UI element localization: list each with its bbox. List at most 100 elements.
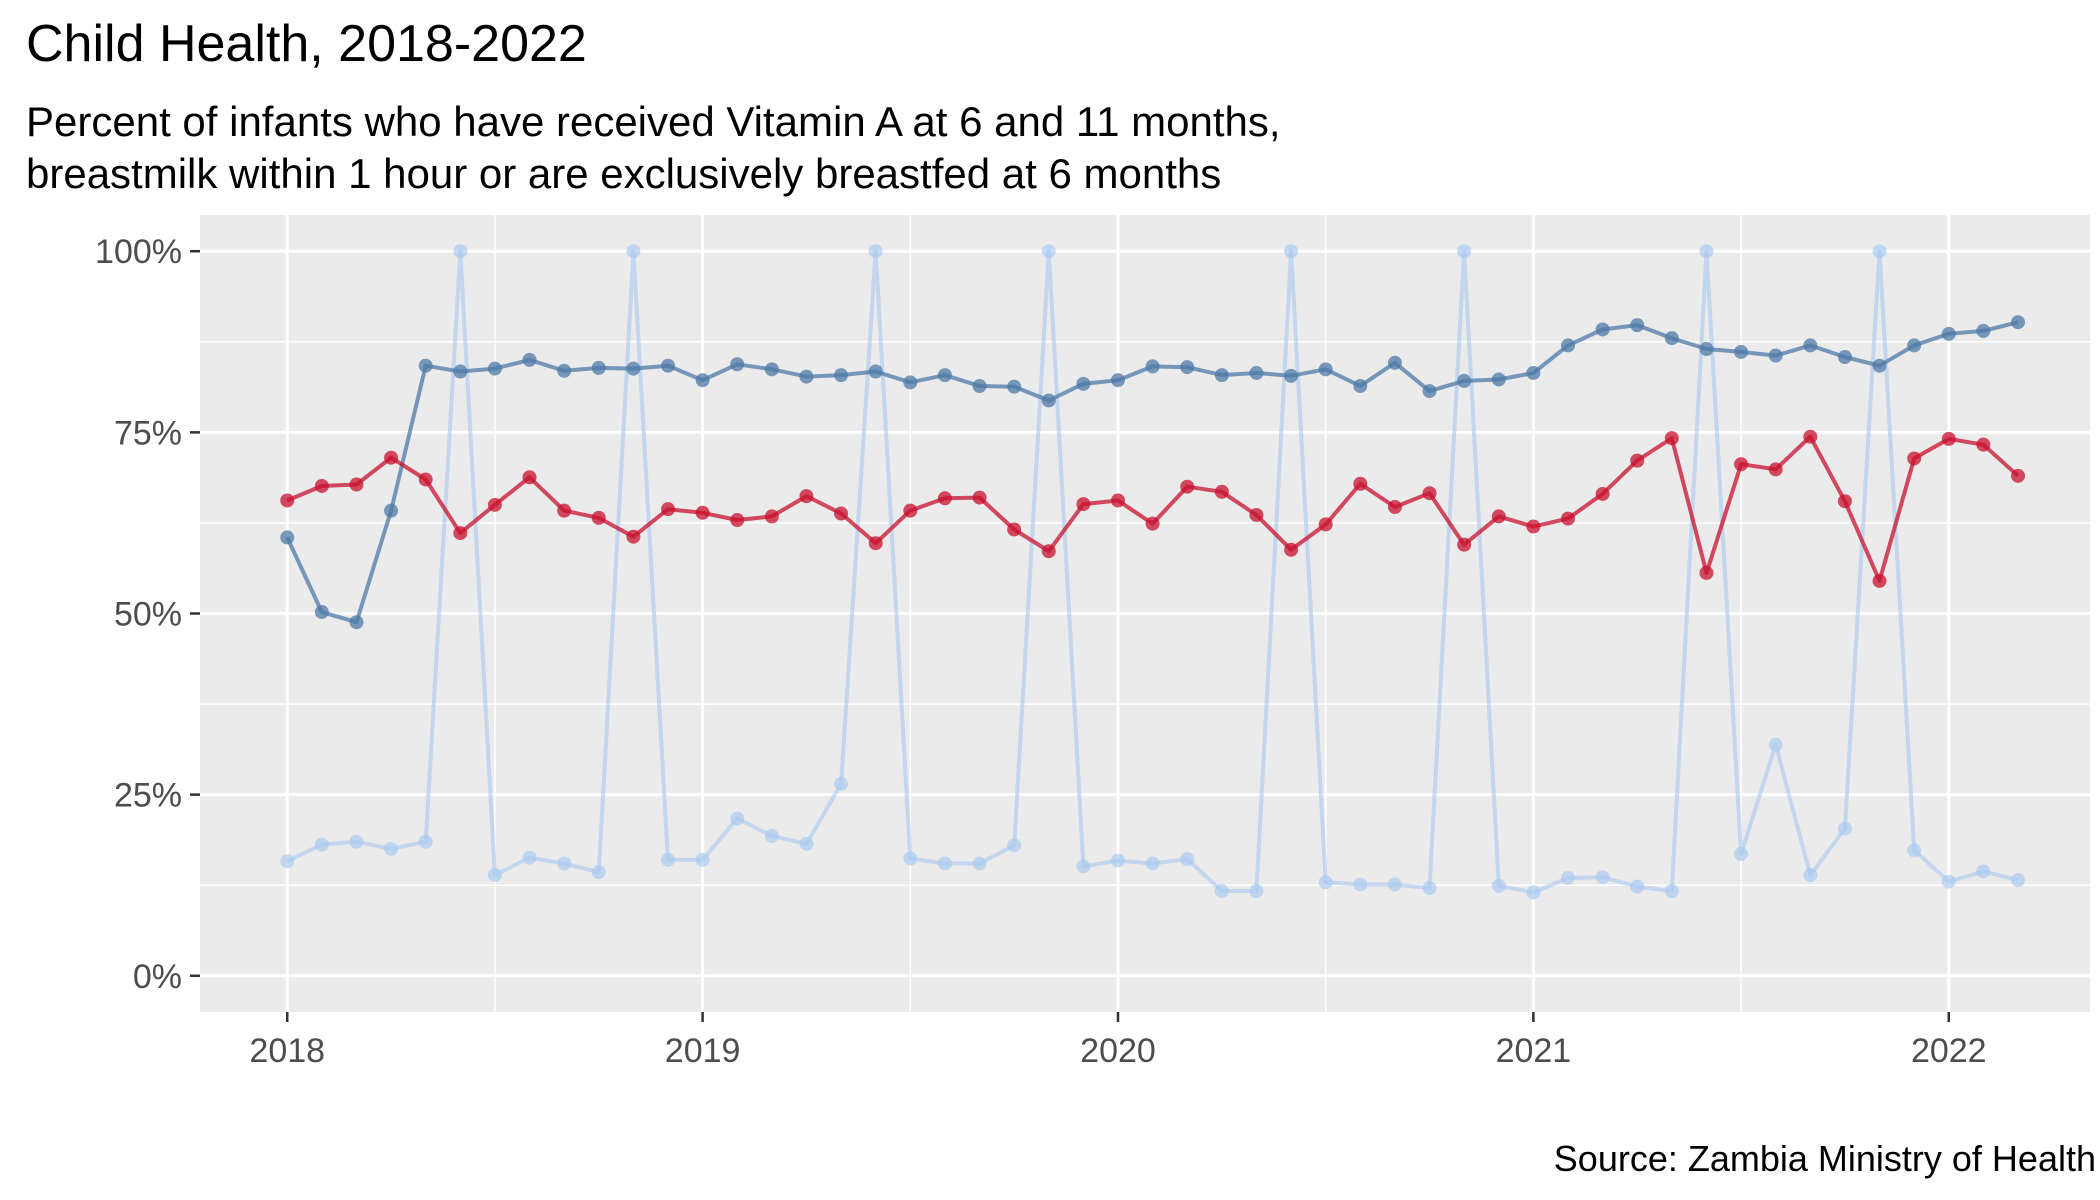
series-2-point xyxy=(1214,484,1229,499)
series-3-point xyxy=(661,852,676,867)
source-caption: Source: Zambia Ministry of Health xyxy=(1553,1138,2096,1179)
series-1-point xyxy=(1595,322,1610,337)
series-2-point xyxy=(1180,479,1195,494)
x-tick-label: 2020 xyxy=(1080,1032,1156,1070)
series-2-point xyxy=(695,505,710,520)
series-1-point xyxy=(522,352,537,367)
series-3-point xyxy=(522,850,537,865)
series-1-point xyxy=(280,530,295,545)
x-tick-label: 2022 xyxy=(1911,1032,1987,1070)
series-2-point xyxy=(1318,517,1333,532)
series-1-point xyxy=(661,358,676,373)
series-3-point xyxy=(1872,244,1887,259)
series-1-point xyxy=(453,364,468,379)
axis-ticks xyxy=(190,249,1951,1022)
series-3-point xyxy=(1630,879,1645,894)
series-2-point xyxy=(1734,457,1749,472)
y-tick-label: 75% xyxy=(114,414,182,452)
series-3-point xyxy=(1664,884,1679,899)
series-2-point xyxy=(1284,542,1299,557)
series-2-point xyxy=(868,536,883,551)
series-1-point xyxy=(384,503,399,518)
series-2-point xyxy=(1699,565,1714,580)
series-3-point xyxy=(868,244,883,259)
series-2-point xyxy=(1560,511,1575,526)
series-3-point xyxy=(1803,868,1818,883)
series-2-point xyxy=(661,502,676,517)
series-1-point xyxy=(764,362,779,377)
series-2-point xyxy=(384,450,399,465)
series-2-point xyxy=(1595,486,1610,501)
chart-subtitle: Percent of infants who have received Vit… xyxy=(26,96,1281,200)
x-tick-label: 2021 xyxy=(1496,1032,1572,1070)
series-3-point xyxy=(557,856,572,871)
series-1-point xyxy=(1837,350,1852,365)
chart-subtitle-line-2: breastmilk within 1 hour or are exclusiv… xyxy=(26,150,1222,197)
series-1-point xyxy=(972,378,987,393)
series-2-point xyxy=(453,526,468,541)
chart-subtitle-line-1: Percent of infants who have received Vit… xyxy=(26,98,1281,145)
series-3-point xyxy=(1768,737,1783,752)
series-2-point xyxy=(418,472,433,487)
series-3-point xyxy=(1526,885,1541,900)
series-3-point xyxy=(1699,244,1714,259)
series-2 xyxy=(280,429,2026,588)
series-2-point xyxy=(626,529,641,544)
series-1-point xyxy=(1664,331,1679,346)
series-1-point xyxy=(1907,338,1922,353)
series-1-point xyxy=(418,358,433,373)
series-3-point xyxy=(1145,856,1160,871)
series-3-point xyxy=(1976,864,1991,879)
series-3-point xyxy=(1076,859,1091,874)
series-3-point xyxy=(937,856,952,871)
series-1-point xyxy=(1422,384,1437,399)
series-2-point xyxy=(557,503,572,518)
series-2-point xyxy=(1907,451,1922,466)
series-2-point xyxy=(1041,544,1056,559)
series-3-point xyxy=(349,834,364,849)
series-3-point xyxy=(1214,884,1229,899)
series-1-point xyxy=(1111,373,1125,388)
series-2-point xyxy=(903,503,918,518)
series-3-point xyxy=(1734,847,1749,862)
series-3-point xyxy=(1387,877,1402,892)
series-2-point xyxy=(1353,476,1368,491)
series-2-point xyxy=(1145,516,1160,531)
series-3-point xyxy=(453,244,468,259)
series-3-point xyxy=(972,856,987,871)
series-3-point xyxy=(1007,838,1022,853)
series-3-point xyxy=(764,828,779,843)
series-2-point xyxy=(349,477,364,492)
series-2-point xyxy=(591,510,606,525)
series-1-point xyxy=(799,369,814,384)
series-2-point xyxy=(1111,493,1125,508)
series-2-point xyxy=(972,490,987,505)
y-axis-labels: 0% 25% 50% 75% 100% xyxy=(95,233,182,996)
series-3-point xyxy=(1457,244,1472,259)
series-2-point xyxy=(1526,519,1541,534)
series-1-point xyxy=(1976,323,1991,338)
series-2-point xyxy=(1457,537,1472,552)
series-1-point xyxy=(1076,376,1091,391)
series-2-point xyxy=(1837,494,1852,509)
series-2-point xyxy=(1007,522,1022,537)
series-2-point xyxy=(799,489,814,504)
series-3-point xyxy=(695,852,710,867)
series-1-point xyxy=(1699,342,1714,357)
series-1-point xyxy=(1353,378,1368,393)
series-3-point xyxy=(1422,881,1437,896)
series-3-point xyxy=(1941,874,1956,889)
series-1-point xyxy=(903,375,918,390)
series-1-point xyxy=(1387,355,1402,370)
series-3-point xyxy=(1041,244,1056,259)
series-2-point xyxy=(834,506,849,521)
series-1 xyxy=(280,315,2026,630)
series-1-point xyxy=(1249,365,1264,380)
series-3-point xyxy=(1907,843,1922,858)
x-axis-labels: 2018 2019 2020 2021 2022 xyxy=(249,1032,1986,1070)
series-2-point xyxy=(1941,431,1956,446)
series-2-point xyxy=(1387,499,1402,514)
series-1-point xyxy=(1041,393,1056,408)
series-3-point xyxy=(1284,244,1299,259)
